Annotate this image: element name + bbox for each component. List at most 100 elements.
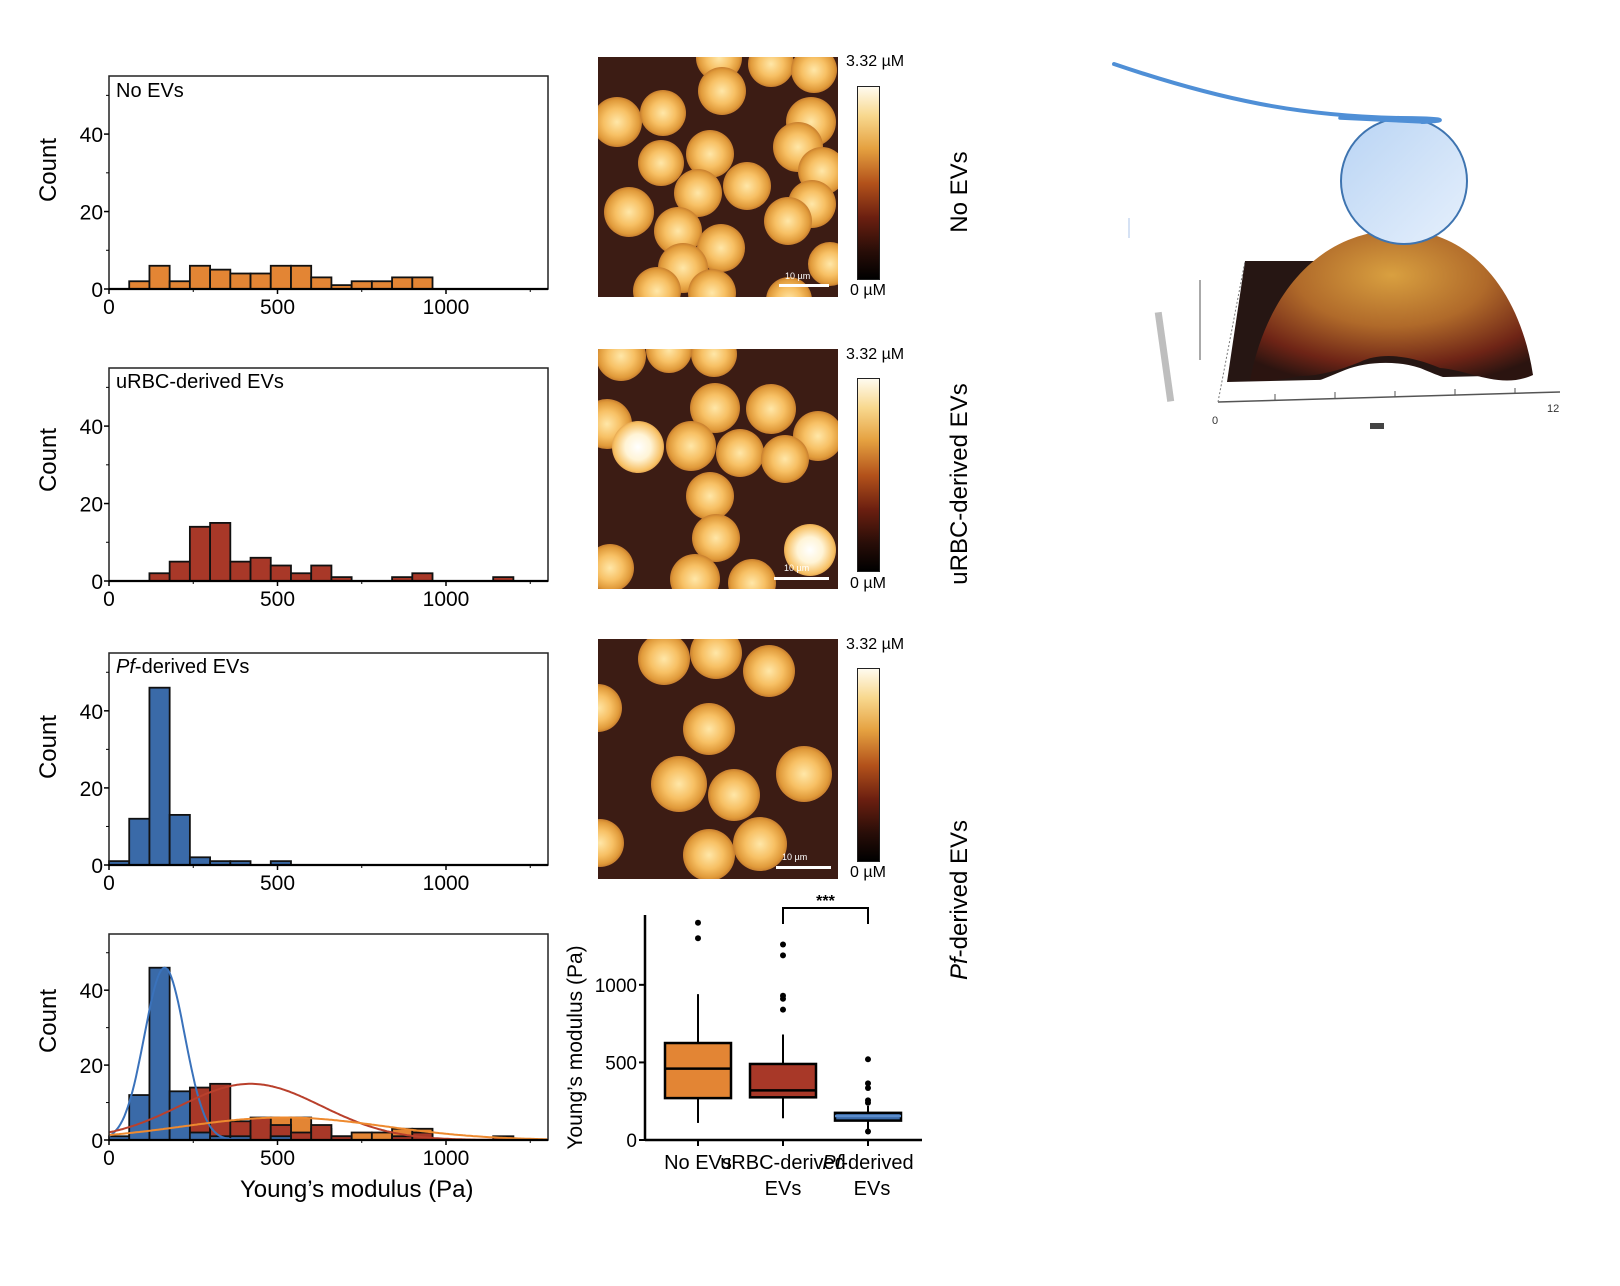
histogram-bar (290, 1131, 313, 1141)
histogram-bar (168, 1090, 191, 1141)
row-label-no-evs: No EVs (946, 151, 973, 233)
histogram-bar (229, 272, 252, 290)
histogram-no-evs: 0 500 1000 0 20 40 (80, 75, 549, 319)
pf-italic: Pf (116, 656, 135, 678)
colorbar-max-label: 3.32 µM (846, 346, 905, 363)
outlier-point (865, 1128, 871, 1135)
scale-bar-label: 10 µm (782, 852, 808, 862)
ylabel-hist-3: Count (35, 714, 62, 780)
histogram-bar (290, 264, 313, 290)
significance-bracket (782, 907, 869, 924)
y-tick-label: 40 (80, 124, 103, 147)
histogram-bar (370, 280, 393, 290)
histogram-bar (128, 280, 151, 290)
histogram-bar (269, 564, 292, 582)
afm-image-urbc-evs: 10 µm (598, 349, 838, 589)
outlier-point (865, 1085, 871, 1092)
histogram-bar (188, 525, 212, 582)
axis-tick-12: 12 (1547, 403, 1559, 415)
z-axis-title-glyph (1154, 311, 1175, 402)
histogram-bar (391, 276, 414, 290)
histogram-bar (350, 280, 373, 290)
outlier-point (780, 1006, 786, 1013)
y-tick-label: 0 (91, 855, 103, 878)
histogram-bar (229, 560, 252, 582)
x-tick-label: 500 (260, 588, 295, 611)
x-tick-label: 0 (103, 296, 115, 319)
boxplot: 0 500 1000 Young’s modulus (Pa) No EVsuRBC-d… (564, 893, 922, 1200)
outlier-point (695, 935, 701, 942)
ylabel-hist-4: Count (35, 988, 62, 1054)
y-tick-label: 20 (80, 1055, 103, 1078)
colorbar-urbc-evs (857, 378, 880, 572)
x-tick-label: 1000 (423, 1147, 470, 1170)
histogram-urbc-evs: 0 500 1000 0 20 40 (80, 367, 549, 611)
pf-title-rest: -derived EVs (134, 656, 250, 678)
histogram-bar (249, 1116, 272, 1141)
outlier-point (780, 941, 786, 948)
y-tick-label: 40 (80, 980, 103, 1003)
outlier-point (865, 1097, 871, 1104)
scale-bar-label: 10 µm (784, 563, 810, 573)
y-tick-label: 20 (80, 778, 103, 801)
outlier-point (780, 952, 786, 959)
x-tick-label: uRBC-derived (720, 1152, 846, 1174)
scale-bar (774, 577, 829, 580)
outlier-point (865, 1056, 871, 1063)
histogram-bar (411, 276, 434, 290)
y-tick-label: 20 (80, 494, 103, 517)
panel-title-pf-evs: Pf-derived EVs (116, 656, 249, 679)
scale-bar (776, 866, 831, 869)
cell-dome (1250, 230, 1533, 381)
x-tick-label: 0 (103, 872, 115, 895)
afm-image-pf-evs: 10 µm (598, 639, 838, 879)
y-tick-label: 0 (626, 1131, 637, 1152)
histogram-bar (148, 686, 171, 866)
afm-indentation-diagram: 0 12 (1112, 62, 1560, 429)
x-tick-label: 0 (103, 1147, 115, 1170)
colorbar-min-label: 0 µM (850, 282, 886, 299)
y-tick-label: 1000 (595, 976, 637, 997)
histogram-bar (310, 276, 333, 290)
colorbar-max-label: 3.32 µM (846, 53, 905, 70)
histogram-bar (188, 264, 212, 290)
outlier-point (865, 1080, 871, 1087)
cantilever-tip (1338, 116, 1426, 124)
panel-title-urbc-evs: uRBC-derived EVs (116, 371, 284, 393)
colorbar-min-label: 0 µM (850, 864, 886, 881)
y-tick-label: 40 (80, 701, 103, 724)
axis-tick-0: 0 (1212, 415, 1218, 427)
colorbar-no-evs (857, 86, 880, 280)
fit-curve (108, 1116, 548, 1141)
plot-frame (108, 367, 549, 582)
y-tick-label: 0 (91, 1130, 103, 1153)
x-tick-label: 0 (103, 588, 115, 611)
box (748, 1062, 818, 1099)
x-tick-label: 1000 (423, 296, 470, 319)
histogram-bar (209, 268, 232, 290)
histogram-bar (249, 272, 272, 290)
spherical-bead-icon (1340, 117, 1468, 245)
ylabel-hist-2: Count (35, 427, 62, 493)
histogram-bar (168, 560, 191, 582)
histogram-figure: 0 500 1000 0 20 40 0 500 1000 0 20 40 0 500 1000 0 20 4… (80, 75, 549, 1170)
x-tick-label: Pf-derived (822, 1152, 913, 1174)
histogram-bar (188, 1131, 212, 1141)
plot-frame (108, 75, 549, 290)
histogram-bar (310, 564, 333, 582)
afm-image-no-evs: 10 µm (598, 57, 838, 297)
y-tick-label: 0 (91, 571, 103, 594)
x-tick-label: 500 (260, 1147, 295, 1170)
panel-title-no-evs: No EVs (116, 80, 184, 102)
histogram-combined: 0 500 1000 0 20 40 (80, 933, 549, 1170)
histogram-bar (269, 264, 292, 290)
scale-bar (779, 284, 829, 287)
x-tick-label: 500 (260, 296, 295, 319)
histogram-bar (411, 572, 434, 582)
row-label-urbc-evs: uRBC-derived EVs (946, 383, 973, 585)
histogram-bar (310, 1124, 333, 1141)
x-tick-label-line2: EVs (765, 1178, 802, 1200)
x-axis-title-glyph (1370, 423, 1384, 429)
histogram-bar (168, 813, 191, 866)
histogram-bar (188, 856, 212, 866)
